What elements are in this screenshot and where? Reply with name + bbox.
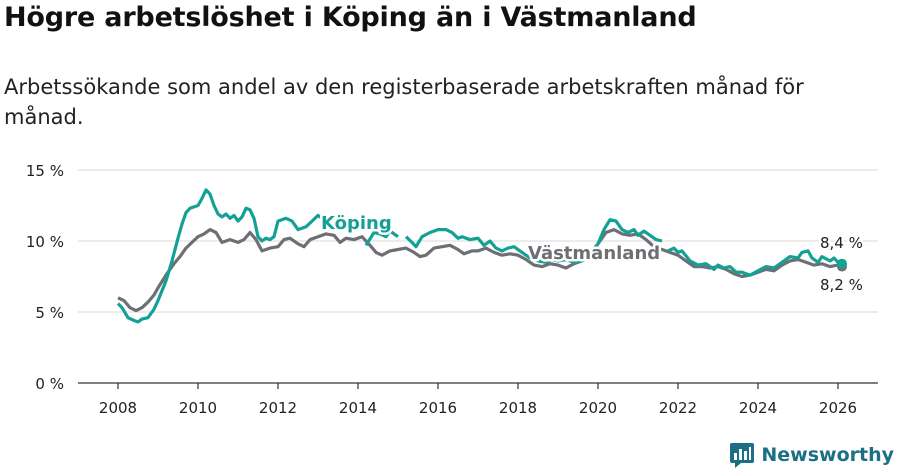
end-label-koping: 8,4 %	[820, 234, 863, 252]
x-tick-label: 2008	[99, 399, 137, 417]
series-line-koping	[364, 229, 399, 247]
chart-subtitle: Arbetssökande som andel av den registerb…	[4, 75, 804, 129]
series-line-koping	[404, 218, 663, 264]
brand: Newsworthy	[729, 442, 894, 468]
series-line-koping	[667, 246, 843, 277]
x-tick-label: 2024	[739, 399, 777, 417]
series-label-vastmanland: Västmanland	[528, 243, 660, 264]
end-label-koping-halo: 8,4 %	[820, 234, 863, 252]
series-line-koping	[116, 188, 336, 324]
end-dot-koping	[837, 258, 847, 269]
series-label-koping-halo: Köping	[321, 213, 392, 234]
y-tick-label: 15 %	[26, 162, 64, 180]
chart-title: Högre arbetslöshet i Köping än i Västman…	[4, 2, 697, 33]
end-label-vastmanland-halo: 8,2 %	[820, 276, 863, 294]
y-tick-label: 10 %	[26, 233, 64, 251]
y-tick-label: 5 %	[35, 304, 64, 322]
x-tick-label: 2014	[339, 399, 377, 417]
x-tick-label: 2020	[579, 399, 617, 417]
x-tick-label: 2022	[659, 399, 697, 417]
brand-name: Newsworthy	[761, 444, 894, 466]
x-tick-label: 2016	[419, 399, 457, 417]
newsworthy-logo-icon	[730, 443, 755, 468]
x-tick-label: 2012	[259, 399, 297, 417]
series-label-vastmanland-halo: Västmanland	[528, 243, 660, 264]
y-tick-label: 0 %	[35, 375, 64, 393]
end-label-vastmanland: 8,2 %	[820, 276, 863, 294]
x-tick-label: 2010	[179, 399, 217, 417]
x-tick-label: 2026	[819, 399, 857, 417]
x-tick-label: 2018	[499, 399, 537, 417]
series-label-koping: Köping	[321, 213, 392, 234]
